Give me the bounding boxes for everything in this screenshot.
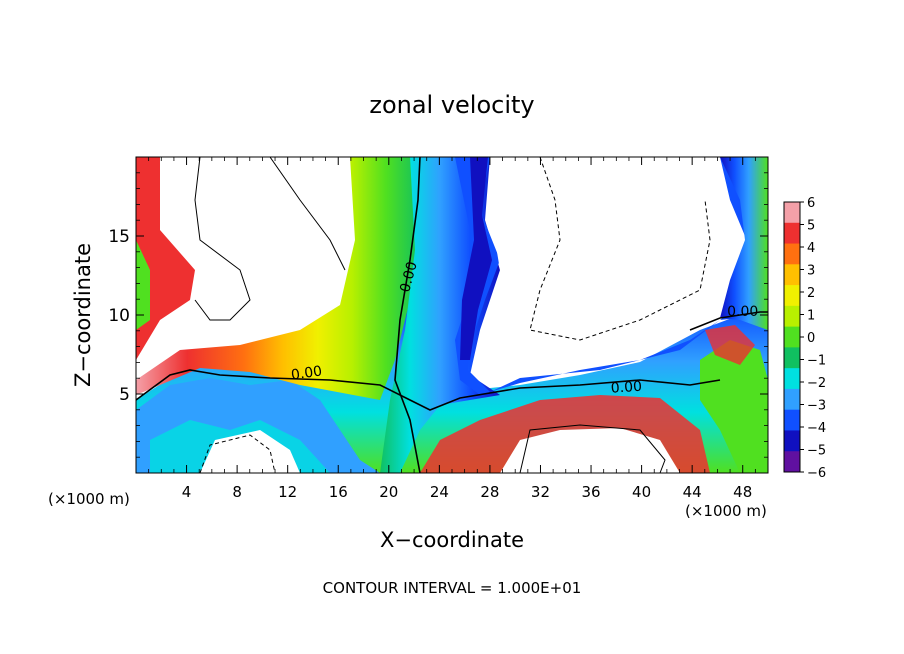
x-unit-note-left: (×1000 m) <box>48 490 130 508</box>
contour-zero-lower <box>136 369 721 411</box>
y-axis-label: Z−coordinate <box>71 243 95 387</box>
colorbar-swatch <box>784 285 800 307</box>
colorbar-tick-label: −5 <box>807 444 826 459</box>
y-tick-label: 10 <box>108 306 130 326</box>
upper-left-calm-region <box>165 157 350 345</box>
upper-right-calm-region <box>490 157 735 350</box>
contour-label: 0.00 <box>290 363 323 383</box>
contour-label: 0.00 <box>727 304 758 320</box>
x-axis: 4 8 12 16 20 24 28 32 36 40 44 48 <box>148 157 756 501</box>
x-tick-label: 8 <box>232 483 242 501</box>
colorbar-tick-label: −1 <box>807 354 826 369</box>
velocity-field <box>136 157 768 473</box>
colorbar-swatch <box>784 347 800 369</box>
colorbar: 6 5 4 3 2 1 0 −1 −2 −3 −4 −5 −6 <box>783 196 826 481</box>
colorbar-tick-label: 5 <box>807 219 815 234</box>
x-tick-label: 32 <box>531 483 550 501</box>
contour-label: 0.00 <box>610 379 642 397</box>
contour-zero-vertical <box>394 157 421 473</box>
x-tick-label: 48 <box>733 483 752 501</box>
right-band <box>720 157 768 330</box>
colorbar-swatch <box>784 451 800 473</box>
y-axis: 5 10 15 <box>108 172 768 458</box>
colorbar-swatch <box>784 264 800 286</box>
y-tick-label: 15 <box>108 227 130 247</box>
colorbar-tick-label: 3 <box>807 264 815 279</box>
colorbar-swatch <box>784 409 800 431</box>
colorbar-swatch <box>784 368 800 390</box>
colorbar-swatch <box>784 222 800 245</box>
colorbar-tick-label: −4 <box>807 421 826 436</box>
colorbar-tick-label: 4 <box>807 241 815 256</box>
contour-labels: 0.00 0.00 0.00 0.00 <box>290 260 758 397</box>
x-axis-label: X−coordinate <box>380 528 524 552</box>
x-tick-label: 36 <box>581 483 600 501</box>
colorbar-tick-label: 0 <box>807 331 815 346</box>
colorbar-swatch <box>784 202 800 224</box>
x-unit-note-right: (×1000 m) <box>685 502 767 520</box>
x-tick-label: 24 <box>430 483 449 501</box>
colorbar-tick-label: 6 <box>807 196 815 211</box>
diagonal-warm-band <box>136 157 420 400</box>
x-tick-label: 44 <box>683 483 702 501</box>
colorbar-swatch <box>784 388 800 411</box>
colorbar-swatch <box>784 430 800 452</box>
colorbar-swatch <box>784 305 800 328</box>
contour-label: 0.00 <box>397 260 421 294</box>
colorbar-tick-label: 2 <box>807 286 815 301</box>
x-tick-label: 28 <box>480 483 499 501</box>
y-tick-label: 5 <box>119 385 130 405</box>
x-tick-label: 4 <box>182 483 192 501</box>
colorbar-swatch <box>784 326 800 348</box>
x-tick-label: 20 <box>379 483 398 501</box>
colorbar-tick-label: 1 <box>807 309 815 324</box>
x-tick-label: 40 <box>632 483 651 501</box>
left-edge-band <box>136 157 195 360</box>
colorbar-tick-label: −3 <box>807 399 826 414</box>
colorbar-tick-label: −6 <box>807 466 826 481</box>
contour-interval-note: CONTOUR INTERVAL = 1.000E+01 <box>323 579 582 597</box>
x-tick-label: 12 <box>278 483 297 501</box>
colorbar-swatch <box>784 243 800 265</box>
x-tick-label: 16 <box>329 483 348 501</box>
chart-title: zonal velocity <box>369 91 534 119</box>
contour-zero-right <box>689 311 768 331</box>
colorbar-tick-label: −2 <box>807 376 826 391</box>
